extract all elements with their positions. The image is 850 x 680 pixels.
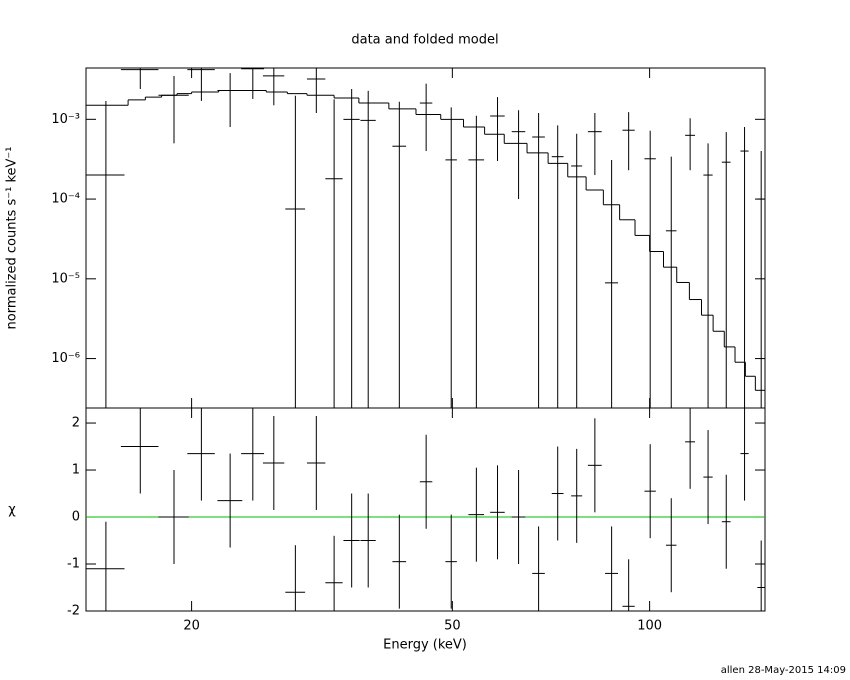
y-tick-label: -2 (67, 604, 80, 619)
x-tick-label: 100 (637, 619, 662, 634)
x-tick-label: 50 (444, 619, 461, 634)
plot-frame (85, 407, 766, 612)
y-axis-label: χ (8, 503, 16, 518)
y-tick-label: 10⁻⁶ (51, 351, 80, 366)
plot-area (86, 408, 765, 611)
y-tick-label: 1 (72, 463, 80, 478)
chart-title: data and folded model (351, 33, 498, 48)
y-tick-label: 10⁻⁵ (51, 271, 80, 286)
x-tick-label: 20 (183, 619, 200, 634)
footer: allen 28-May-2015 14:09 (721, 665, 846, 676)
y-tick-label: 0 (72, 510, 80, 525)
y-tick-label: 10⁻³ (51, 112, 80, 127)
y-axis-label: normalized counts s⁻¹ keV⁻¹ (5, 147, 20, 330)
y-tick-label: 10⁻⁴ (51, 192, 80, 207)
x-axis-label: Energy (keV) (383, 638, 467, 653)
y-tick-label: 2 (72, 416, 80, 431)
plot-area (86, 68, 765, 408)
y-tick-label: -1 (67, 557, 80, 572)
